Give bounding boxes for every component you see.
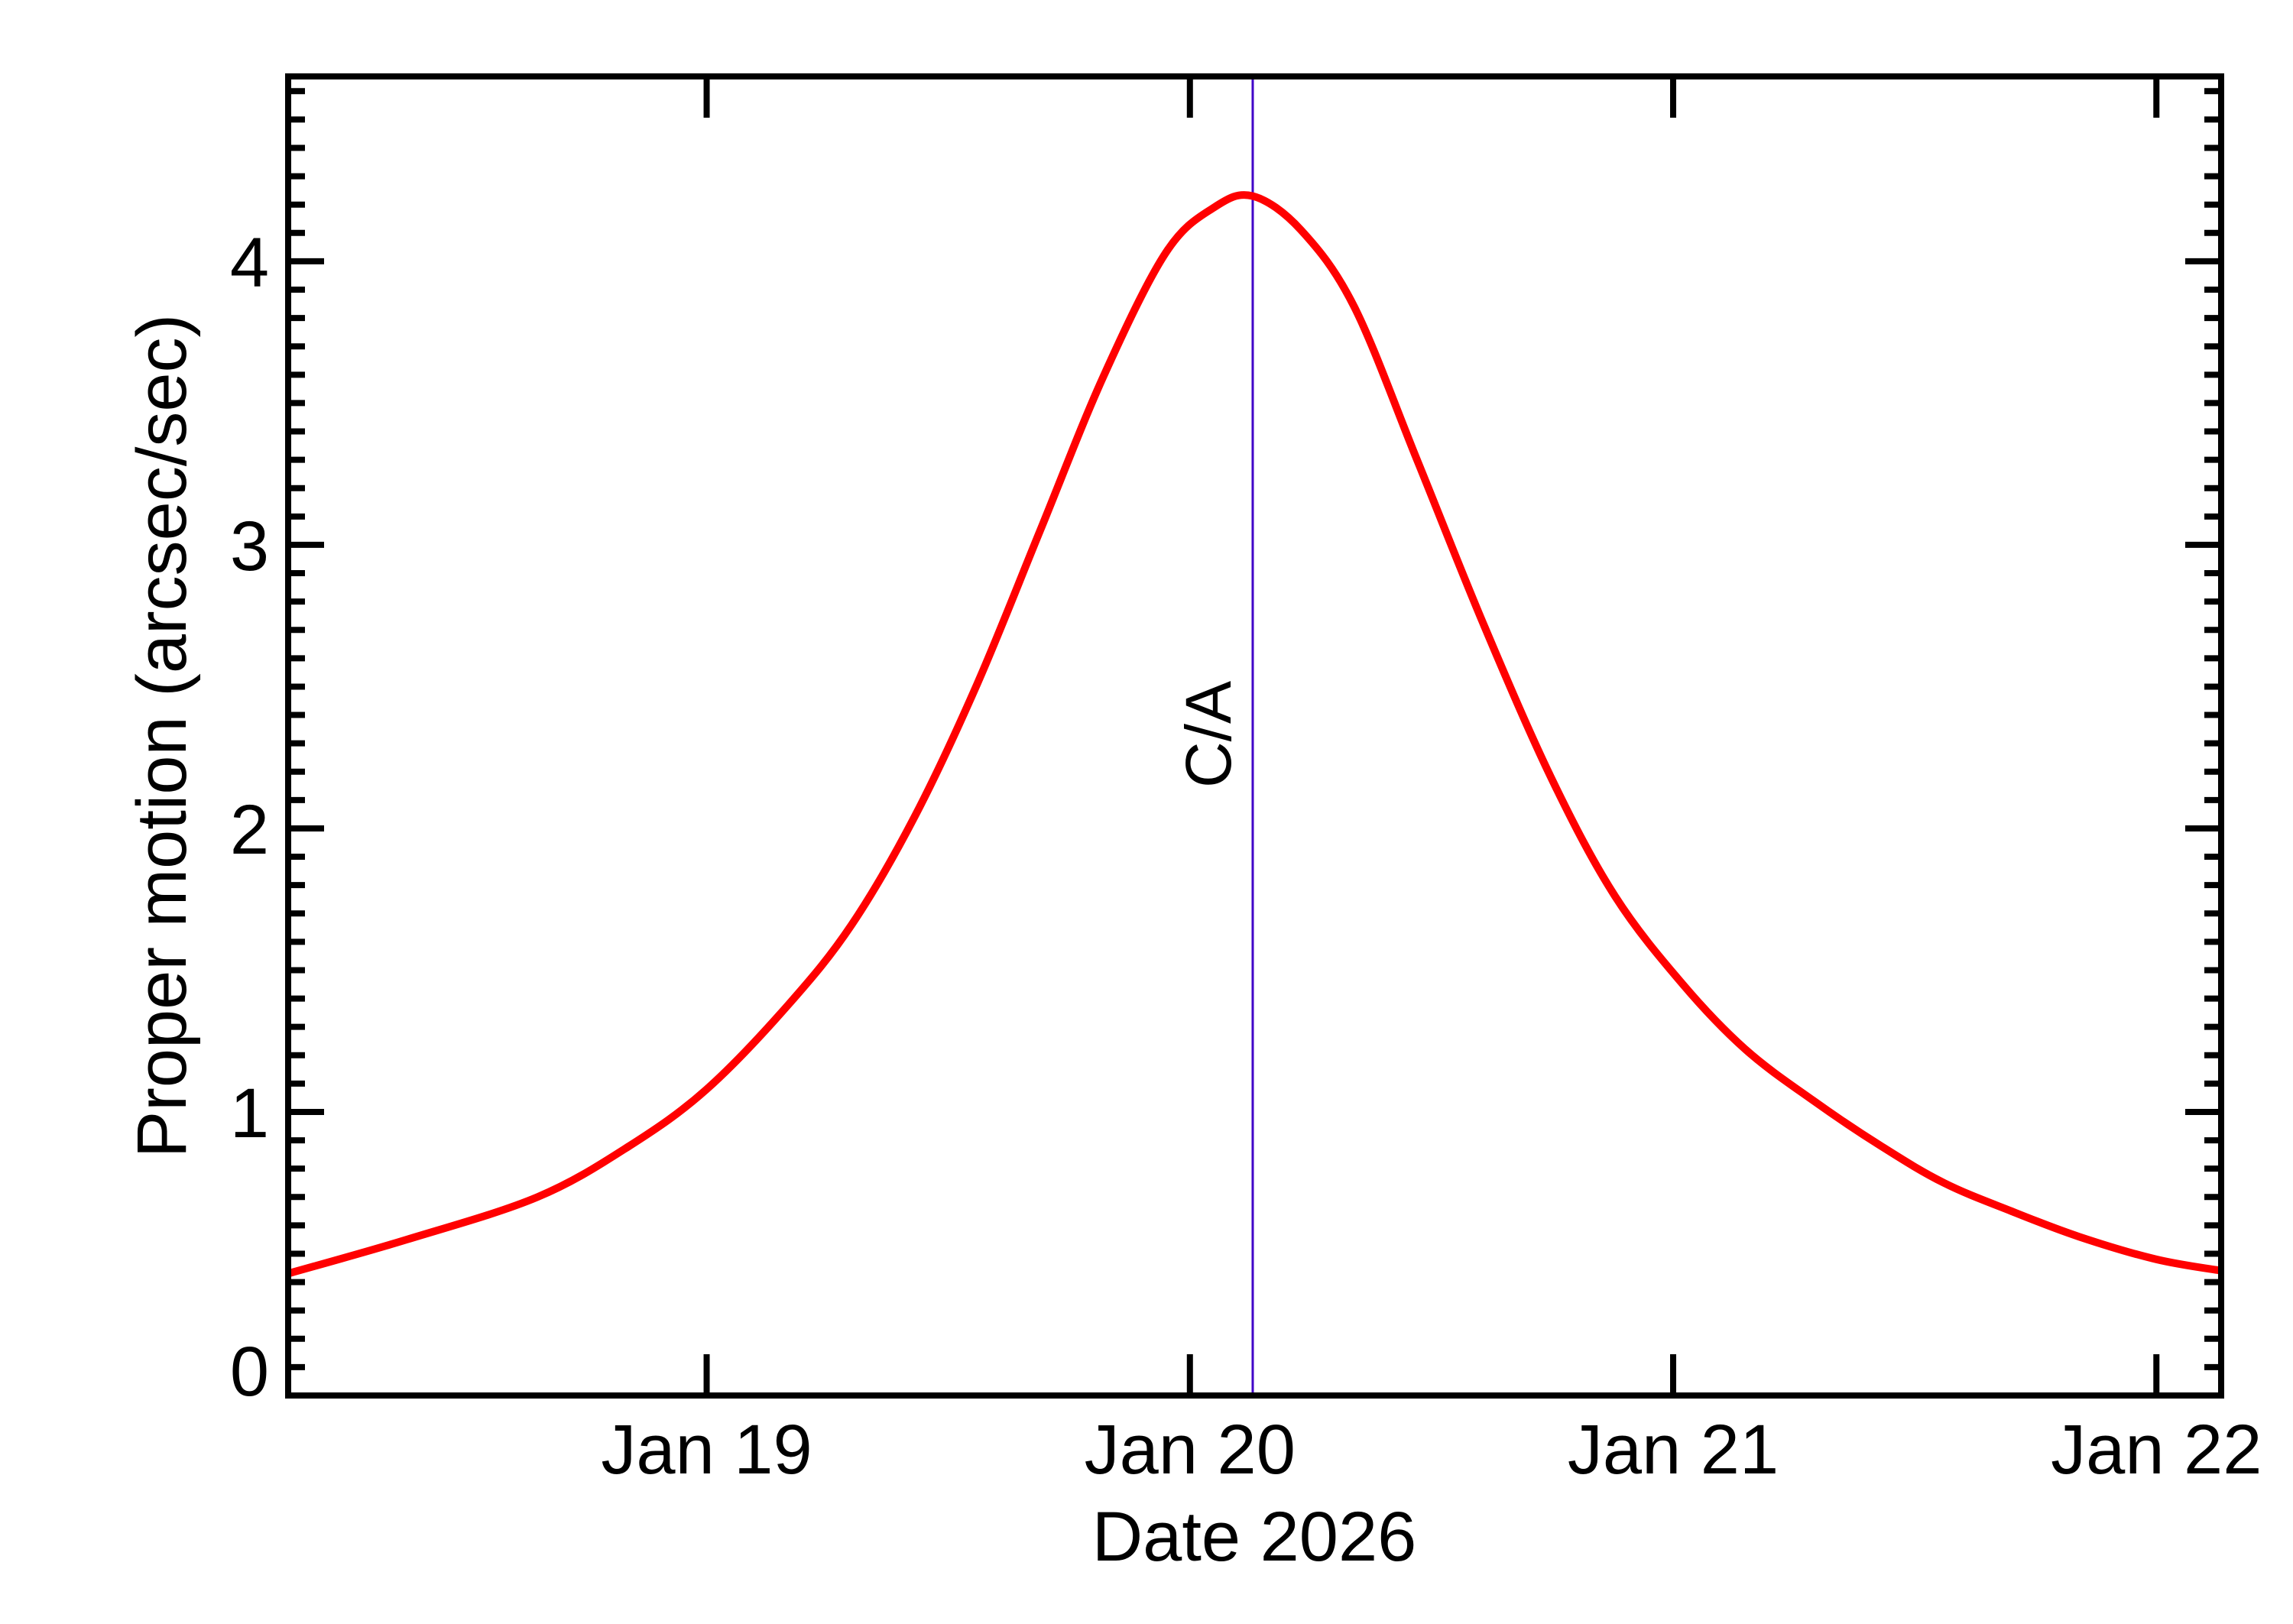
y-tick-label: 0: [230, 1333, 269, 1411]
y-axis-title: Proper motion (arcsec/sec): [123, 314, 201, 1158]
plot-area: C/A: [288, 76, 2221, 1395]
x-tick-label: Jan 19: [601, 1411, 812, 1489]
proper-motion-curve: [288, 191, 2221, 1278]
y-tick-label: 4: [230, 224, 269, 302]
axis-tick-labels: Jan 19 Jan 20 Jan 21 Jan 22 0 1 2 3 4: [230, 224, 2262, 1489]
y-tick-label: 3: [230, 507, 269, 585]
x-tick-label: Jan 20: [1085, 1411, 1296, 1489]
x-tick-label: Jan 22: [2051, 1411, 2262, 1489]
x-tick-label: Jan 21: [1568, 1411, 1779, 1489]
y-tick-label: 2: [230, 791, 269, 869]
x-axis-title: Date 2026: [1092, 1498, 1417, 1576]
plot-frame: [285, 73, 2224, 1399]
y-tick-label: 1: [230, 1075, 269, 1152]
closest-approach-label: C/A: [1172, 681, 1244, 788]
